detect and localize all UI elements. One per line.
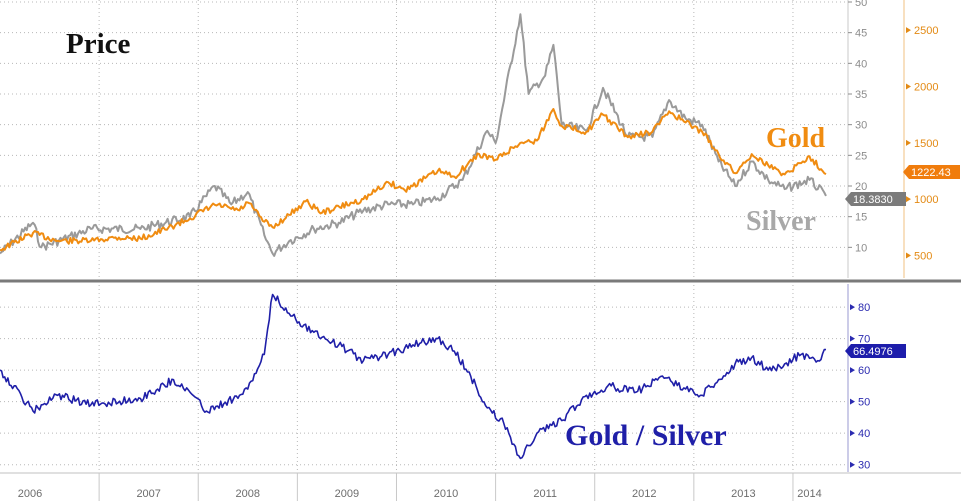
year-label-2006: 2006: [18, 488, 42, 500]
year-label-2008: 2008: [236, 488, 260, 500]
tick-mark-gold-500: [906, 252, 911, 259]
tick-label-ratio-60: 60: [858, 365, 870, 377]
ratio-panel-title: Gold / Silver: [565, 419, 727, 452]
tick-label-silver-30: 30: [855, 120, 867, 132]
tick-label-gold-500: 500: [914, 250, 932, 262]
tick-label-silver-35: 35: [855, 89, 867, 101]
tick-label-ratio-50: 50: [858, 397, 870, 409]
tick-mark-ratio-60: [850, 367, 855, 374]
tick-label-ratio-80: 80: [858, 302, 870, 314]
price-panel-grid: [0, 1, 846, 248]
ratio-axis-ticks: 30 40 50 60 70 80: [850, 302, 870, 472]
tick-mark-gold-2500: [906, 27, 911, 34]
silver-series-label: Silver: [746, 206, 816, 237]
tick-label-silver-50: 50: [855, 0, 867, 9]
gold-silver-ratio-line: [0, 293, 827, 460]
tick-label-gold-1000: 1000: [914, 194, 938, 206]
price-panel-title: Price: [66, 28, 131, 60]
year-label-2011: 2011: [533, 488, 557, 500]
tick-label-ratio-70: 70: [858, 334, 870, 346]
tick-mark-gold-1500: [906, 139, 911, 146]
tick-label-gold-2500: 2500: [914, 25, 938, 37]
year-label-2010: 2010: [434, 488, 458, 500]
tick-mark-ratio-40: [850, 430, 855, 437]
tick-mark-ratio-70: [850, 335, 855, 342]
silver-last-value-badge: 18.3830: [845, 192, 906, 206]
tick-label-silver-45: 45: [855, 28, 867, 40]
year-label-2014: 2014: [797, 488, 821, 500]
gold-axis-ticks: 500 1000 1500 2000 2500: [906, 25, 938, 262]
tick-label-ratio-40: 40: [858, 428, 870, 440]
silver-last-value: 18.3830: [853, 194, 893, 206]
tick-label-ratio-30: 30: [858, 460, 870, 472]
year-label-2009: 2009: [335, 488, 359, 500]
tick-label-gold-2000: 2000: [914, 81, 938, 93]
ratio-panel-grid: [0, 306, 846, 466]
tick-label-gold-1500: 1500: [914, 138, 938, 150]
ratio-last-value: 66.4976: [853, 346, 893, 358]
tick-label-silver-15: 15: [855, 212, 867, 224]
tick-label-silver-10: 10: [855, 242, 867, 254]
year-label-2007: 2007: [136, 488, 160, 500]
tick-mark-ratio-80: [850, 304, 855, 311]
ratio-last-value-badge: 66.4976: [845, 344, 906, 358]
tick-mark-ratio-50: [850, 398, 855, 405]
year-axis-ticks: 2006 2007 2008 2009 2010 2011 2012 2013 2014: [18, 473, 822, 501]
year-label-2012: 2012: [632, 488, 656, 500]
tick-mark-gold-2000: [906, 83, 911, 90]
year-gridlines: [98, 0, 794, 473]
tick-mark-gold-1000: [906, 196, 911, 203]
tick-label-silver-20: 20: [855, 181, 867, 193]
gold-series-label: Gold: [766, 123, 826, 154]
gold-last-value: 1222.43: [911, 167, 951, 179]
tick-label-silver-25: 25: [855, 150, 867, 162]
tick-label-silver-40: 40: [855, 58, 867, 70]
year-label-2013: 2013: [731, 488, 755, 500]
gold-series-line: [0, 108, 827, 252]
gold-last-value-badge: 1222.43: [903, 165, 960, 179]
tick-mark-ratio-30: [850, 461, 855, 468]
silver-axis-ticks: 10 15 20 25 30 35 40 45 50: [848, 0, 867, 254]
